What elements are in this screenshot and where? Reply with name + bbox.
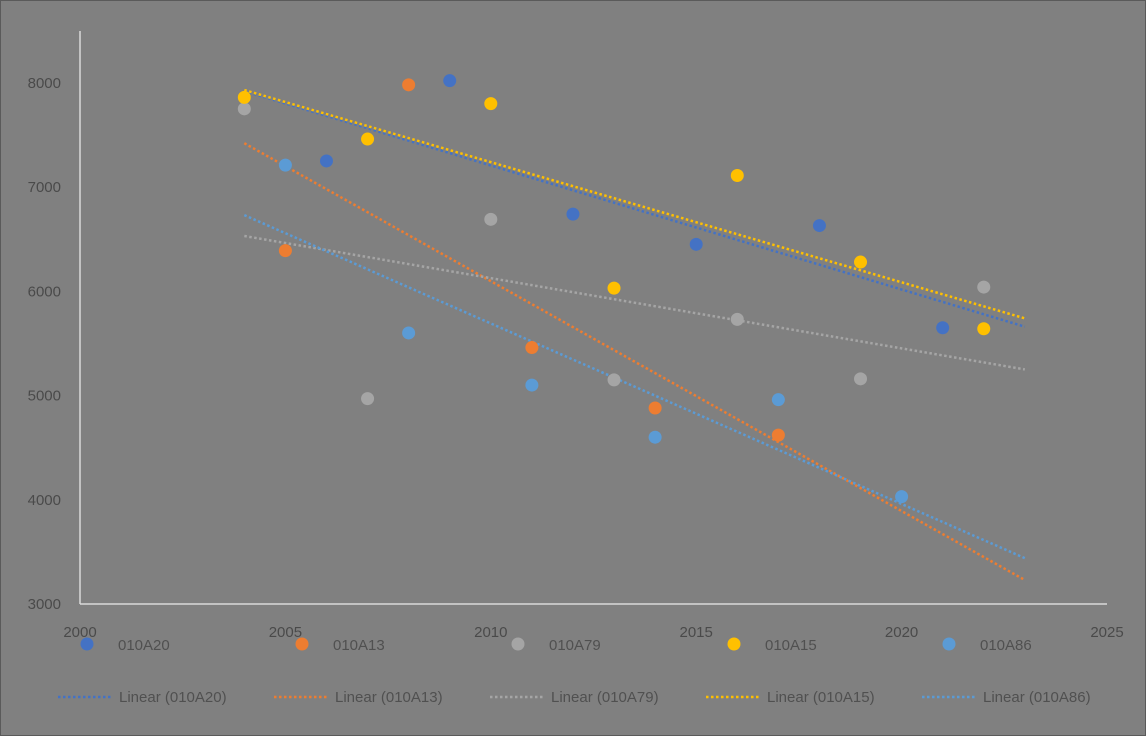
trendline-010a86 <box>243 214 1026 560</box>
data-point-010a13 <box>648 401 662 415</box>
data-point-010a13 <box>525 341 539 355</box>
data-point-010a13 <box>771 428 785 442</box>
data-point-010a79 <box>484 212 498 226</box>
data-point-010a86 <box>278 158 292 172</box>
legend-trendline-label-010a13: Linear (010A13) <box>335 689 443 706</box>
data-point-010a86 <box>648 430 662 444</box>
data-point-010a79 <box>361 392 375 406</box>
y-tick-label: 3000 <box>28 596 61 613</box>
legend-label-010a13: 010A13 <box>333 637 385 654</box>
data-point-010a86 <box>771 393 785 407</box>
data-point-010a20 <box>319 154 333 168</box>
legend-trendline-label-010a15: Linear (010A15) <box>767 689 875 706</box>
data-point-010a15 <box>237 90 251 104</box>
legend-label-010a20: 010A20 <box>118 637 170 654</box>
data-point-010a79 <box>237 102 251 116</box>
data-point-010a20 <box>936 321 950 335</box>
x-tick-label: 2010 <box>474 624 507 641</box>
y-tick-label: 4000 <box>28 492 61 509</box>
y-tick-label: 8000 <box>28 75 61 92</box>
legend-marker-010a15 <box>727 637 741 651</box>
data-point-010a86 <box>895 490 909 504</box>
data-point-010a86 <box>402 326 416 340</box>
trendline-010a79 <box>244 234 1026 371</box>
legend-marker-010a86 <box>942 637 956 651</box>
data-point-010a20 <box>812 219 826 233</box>
legend-marker-010a20 <box>80 637 94 651</box>
legend-trendline-label-010a20: Linear (010A20) <box>119 689 227 706</box>
x-tick-label: 2005 <box>269 624 302 641</box>
data-point-010a79 <box>977 280 991 294</box>
trendlines <box>243 88 1026 582</box>
data-point-010a13 <box>402 78 416 92</box>
data-point-010a13 <box>278 244 292 258</box>
y-tick-labels: 3000 4000 5000 6000 7000 8000 <box>28 75 61 613</box>
y-tick-label: 7000 <box>28 179 61 196</box>
legend-marker-010a79 <box>511 637 525 651</box>
data-point-010a20 <box>689 237 703 251</box>
data-points <box>237 74 991 504</box>
data-point-010a20 <box>566 207 580 221</box>
x-tick-label: 2015 <box>680 624 713 641</box>
data-point-010a20 <box>443 74 457 88</box>
x-tick-label: 2025 <box>1090 624 1123 641</box>
legend-label-010a86: 010A86 <box>980 637 1032 654</box>
legend: 010A20 Linear (010A20) 010A13 Linear (010A1… <box>58 637 1091 706</box>
x-tick-label: 2000 <box>63 624 96 641</box>
legend-trendline-label-010a86: Linear (010A86) <box>983 689 1091 706</box>
y-tick-label: 5000 <box>28 388 61 405</box>
data-point-010a79 <box>607 373 621 387</box>
trendline-010a20 <box>243 89 1026 328</box>
data-point-010a79 <box>854 372 868 386</box>
data-point-010a15 <box>854 255 868 269</box>
data-point-010a15 <box>730 169 744 183</box>
data-point-010a15 <box>484 97 498 111</box>
legend-label-010a79: 010A79 <box>549 637 601 654</box>
x-tick-labels: 2000 2005 2010 2015 2020 2025 <box>63 624 1123 641</box>
axes <box>79 31 1107 605</box>
legend-trendline-label-010a79: Linear (010A79) <box>551 689 659 706</box>
legend-marker-010a13 <box>295 637 309 651</box>
x-tick-label: 2020 <box>885 624 918 641</box>
data-point-010a15 <box>977 322 991 336</box>
data-point-010a79 <box>730 312 744 326</box>
legend-label-010a15: 010A15 <box>765 637 817 654</box>
trendline-010a15 <box>243 88 1026 320</box>
data-point-010a86 <box>525 378 539 392</box>
trendline-010a13 <box>243 142 1026 582</box>
data-point-010a15 <box>607 281 621 295</box>
y-tick-label: 6000 <box>28 283 61 300</box>
data-point-010a15 <box>361 132 375 146</box>
